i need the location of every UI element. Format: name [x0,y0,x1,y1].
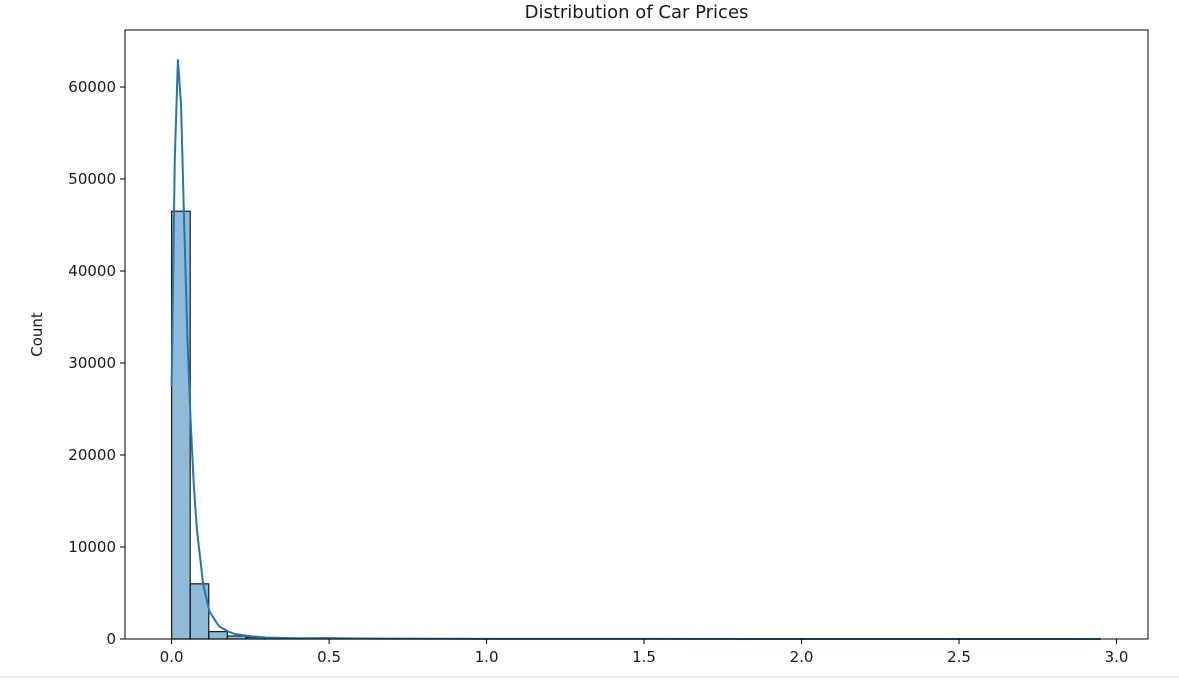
x-tick-label-2: 1.0 [475,648,499,666]
y-axis-label: Count [28,312,46,357]
x-tick-label-6: 3.0 [1105,648,1129,666]
x-tick-label-0: 0.0 [160,648,184,666]
histogram-bars [172,211,488,639]
x-tick-label-5: 2.5 [947,648,971,666]
plot-frame [125,30,1148,639]
chart-title: Distribution of Car Prices [525,2,749,23]
y-tick-label-4: 40000 [68,262,116,280]
y-tick-label-5: 50000 [68,170,116,188]
y-tick-label-3: 30000 [68,354,116,372]
y-tick-label-0: 0 [106,630,116,648]
x-tick-label-3: 1.5 [632,648,656,666]
y-tick-label-6: 60000 [68,78,116,96]
axis-ticks: 0.0 0.5 1.0 1.5 2.0 2.5 3.0 0 10000 20000 30000 400… [68,78,1128,666]
y-tick-label-2: 20000 [68,446,116,464]
x-tick-label-1: 0.5 [317,648,341,666]
kde-line-layer [172,59,1101,639]
histogram-bar-2 [209,632,228,639]
x-tick-label-4: 2.0 [790,648,814,666]
y-tick-label-1: 10000 [68,538,116,556]
kde-curve [172,59,1101,639]
histogram-bar-0 [172,211,191,639]
